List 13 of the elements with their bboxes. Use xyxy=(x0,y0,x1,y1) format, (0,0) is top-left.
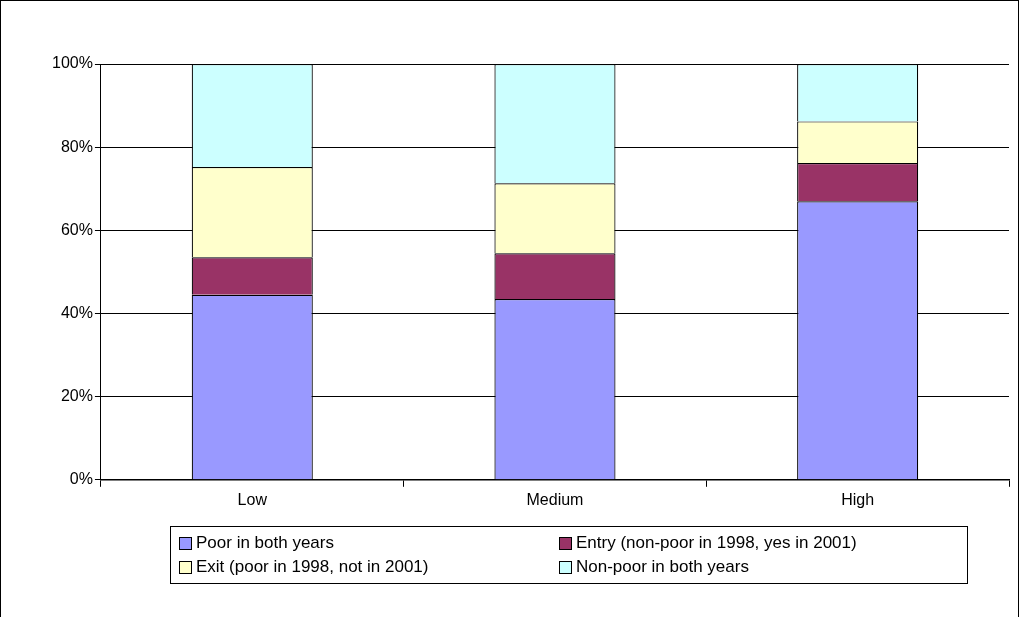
x-tick-label: Medium xyxy=(526,490,584,508)
y-tick-label: 40% xyxy=(60,303,93,321)
x-tick-label: Low xyxy=(237,490,268,508)
y-tick-label: 80% xyxy=(60,137,93,155)
y-tick-label: 60% xyxy=(60,220,93,238)
legend-label: Poor in both years xyxy=(196,533,334,553)
legend-label: Non-poor in both years xyxy=(576,557,749,577)
legend-label: Entry (non-poor in 1998, yes in 2001) xyxy=(576,533,857,553)
y-tick-label: 0% xyxy=(69,470,93,488)
legend-label: Exit (poor in 1998, not in 2001) xyxy=(196,557,429,577)
y-tick-label: 100% xyxy=(52,54,93,72)
y-tick-label: 20% xyxy=(60,387,93,405)
x-tick-label: High xyxy=(841,490,875,508)
